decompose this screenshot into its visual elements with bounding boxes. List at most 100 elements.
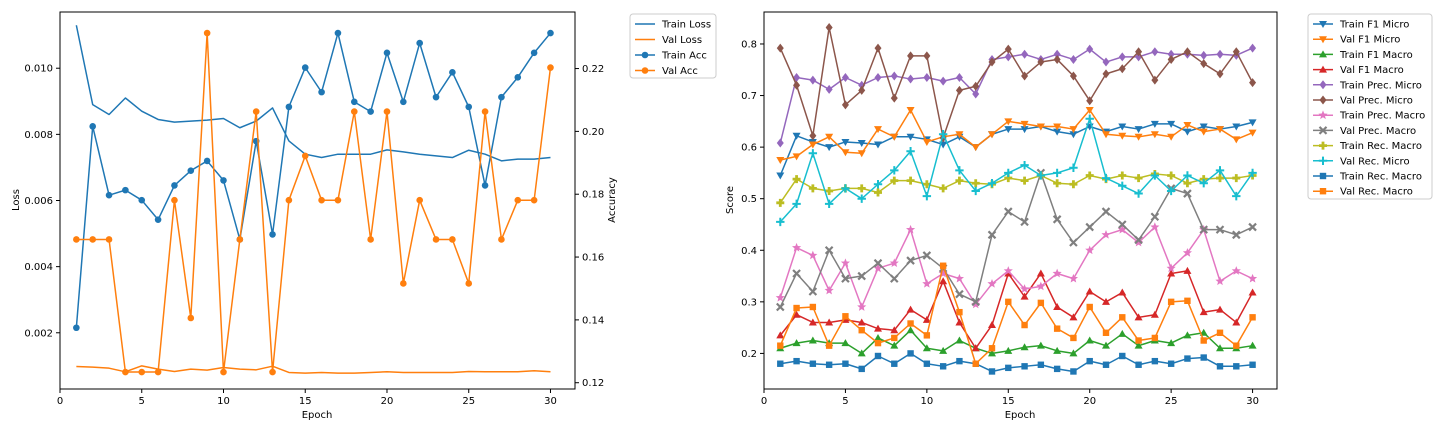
series-val-f1-macro [776, 266, 1257, 352]
data-point [824, 245, 834, 255]
legend-marker [1319, 80, 1327, 90]
data-point [1004, 44, 1012, 54]
y2-tick-label: 0.20 [582, 127, 604, 138]
data-point [1151, 334, 1159, 342]
data-point [1199, 179, 1208, 188]
data-point [269, 368, 276, 376]
x-axis-label: Epoch [1005, 410, 1036, 421]
data-point [252, 108, 260, 115]
data-point [939, 346, 948, 354]
data-point [971, 179, 980, 188]
data-point [1182, 248, 1192, 257]
legend-box [629, 13, 717, 79]
data-point [1183, 266, 1192, 274]
data-point [1119, 352, 1126, 360]
data-point [1134, 313, 1143, 321]
x-tick-label: 0 [761, 396, 767, 407]
legend-marker [1319, 95, 1327, 105]
y-tick-label: 0.010 [24, 64, 53, 75]
legend-label: Val F1 Macro [1340, 65, 1404, 76]
data-point [1053, 346, 1062, 354]
legend-label: Train F1 Micro [1339, 20, 1409, 31]
series-line [779, 118, 1254, 223]
x-axis-label: Epoch [302, 410, 333, 421]
data-point [825, 342, 833, 349]
data-point [923, 360, 931, 367]
data-point [923, 51, 931, 61]
data-point [1232, 47, 1240, 57]
data-point [906, 224, 916, 234]
data-point [367, 236, 374, 243]
data-point [1167, 269, 1176, 277]
data-point [1183, 179, 1192, 188]
data-point [1085, 245, 1095, 255]
legend-label: Val Loss [662, 35, 702, 46]
data-point [1102, 131, 1110, 139]
legend-label: Val Rec. Macro [1340, 187, 1413, 198]
data-point [1053, 54, 1061, 64]
data-point [1199, 225, 1208, 234]
data-point [203, 157, 211, 165]
data-point [890, 71, 898, 81]
data-point [1134, 133, 1143, 141]
data-point [187, 167, 195, 174]
data-point [1150, 310, 1159, 318]
data-point [171, 182, 178, 189]
legend-marker [1319, 21, 1327, 28]
legend-item: Val Acc [635, 66, 698, 77]
legend-label: Train Prec. Micro [1339, 80, 1422, 91]
x-tick-label: 30 [544, 396, 557, 407]
y2-tick-label: 0.12 [582, 378, 604, 389]
data-point [1167, 49, 1175, 59]
data-point [1005, 364, 1012, 372]
y-tick-label: 0.006 [24, 196, 53, 207]
data-point [906, 147, 915, 156]
data-point [987, 230, 997, 240]
data-point [1216, 305, 1224, 313]
data-point [972, 360, 979, 367]
data-point [1215, 276, 1225, 286]
data-point [1102, 57, 1110, 67]
series-val-acc [73, 29, 554, 376]
data-point [1150, 131, 1159, 139]
data-point [988, 131, 996, 139]
data-point [987, 179, 997, 188]
data-point [1020, 284, 1030, 293]
data-point [1085, 336, 1094, 344]
legend-item: Train Rec. Macro [1313, 172, 1422, 183]
data-point [1069, 163, 1078, 172]
data-point [1020, 217, 1029, 227]
axis-ticks: 0 5 10 15 20 25 30 0.002 0.004 0.006 0.008 0.010 0.1… [24, 64, 604, 407]
data-point [1183, 331, 1192, 339]
data-point [1200, 354, 1207, 361]
data-point [1069, 349, 1078, 357]
data-point [1037, 57, 1045, 67]
data-point [301, 152, 309, 160]
data-point [1150, 120, 1159, 128]
y-tick-label: 0.6 [741, 143, 757, 154]
data-point [1101, 207, 1111, 216]
data-point [1118, 132, 1127, 140]
data-point [1005, 298, 1012, 306]
data-point [498, 236, 505, 243]
data-point [809, 75, 817, 85]
data-point [841, 138, 850, 146]
data-point [1118, 288, 1127, 296]
data-point [1231, 266, 1241, 275]
data-point [449, 236, 456, 243]
y-tick-label: 0.004 [24, 262, 53, 273]
data-point [1101, 173, 1111, 183]
data-point [808, 250, 818, 260]
legend: Train Loss Val Loss Train Acc Val Acc [629, 13, 717, 79]
data-point [416, 39, 423, 47]
data-point [432, 236, 440, 243]
data-point [792, 242, 802, 252]
data-point [922, 180, 931, 189]
legend-marker [1318, 110, 1328, 120]
data-point [858, 365, 865, 373]
data-point [1232, 230, 1241, 240]
data-point [187, 314, 195, 322]
data-point [220, 177, 227, 184]
data-point [400, 98, 407, 106]
legend-item: Val F1 Macro [1313, 65, 1404, 76]
